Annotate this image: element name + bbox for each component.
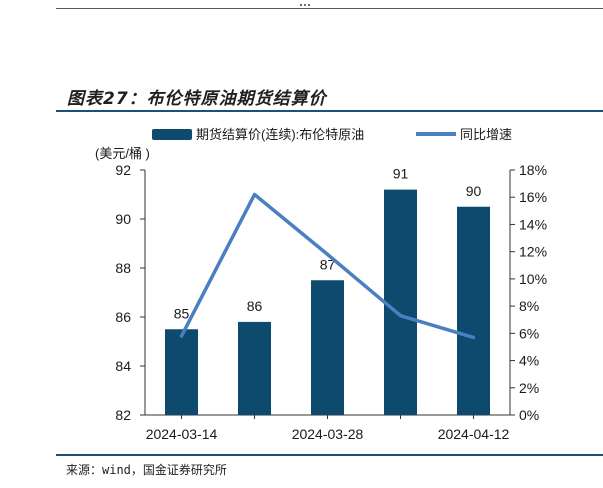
right-tick-label: 12% xyxy=(519,244,547,260)
title-rule xyxy=(56,110,603,112)
bar-data-label: 91 xyxy=(393,166,409,182)
source-note: 来源：wind，国金证券研究所 xyxy=(66,463,227,477)
footer-rule xyxy=(56,454,603,456)
right-tick-label: 4% xyxy=(519,353,539,369)
right-tick-label: 8% xyxy=(519,298,539,314)
bar-data-label: 85 xyxy=(174,305,190,321)
x-tick-label: 2024-03-14 xyxy=(146,426,218,442)
bar xyxy=(311,280,344,415)
legend-bar-label: 期货结算价(连续):布伦特原油 xyxy=(196,127,364,142)
bar xyxy=(384,189,417,415)
right-tick-label: 2% xyxy=(519,380,539,396)
left-axis-unit: (美元/桶 ) xyxy=(95,146,150,161)
bar-data-label: 90 xyxy=(466,183,482,199)
bar xyxy=(238,321,271,415)
chart-title: 图表27：布伦特原油期货结算价 xyxy=(67,89,327,109)
right-tick-label: 16% xyxy=(519,189,547,205)
left-tick-label: 92 xyxy=(115,162,131,178)
top-marker xyxy=(300,0,310,6)
left-tick-label: 84 xyxy=(115,358,131,374)
right-tick-label: 0% xyxy=(519,407,539,423)
left-tick-label: 86 xyxy=(115,309,131,325)
right-tick-label: 18% xyxy=(519,162,547,178)
left-tick-label: 90 xyxy=(115,211,131,227)
right-tick-label: 6% xyxy=(519,325,539,341)
left-tick-label: 82 xyxy=(115,407,131,423)
bar xyxy=(457,206,490,415)
bar-data-label: 87 xyxy=(320,256,336,272)
legend-bar-swatch xyxy=(152,129,192,140)
bar xyxy=(165,329,198,415)
legend: 期货结算价(连续):布伦特原油 同比增速 xyxy=(152,127,512,142)
legend-line-label: 同比增速 xyxy=(460,127,512,142)
x-tick-label: 2024-04-12 xyxy=(438,426,510,442)
header-rule xyxy=(56,8,603,9)
bar-data-label: 86 xyxy=(247,298,263,314)
right-tick-label: 14% xyxy=(519,216,547,232)
x-tick-label: 2024-03-28 xyxy=(292,426,364,442)
right-tick-label: 10% xyxy=(519,271,547,287)
left-tick-label: 88 xyxy=(115,260,131,276)
